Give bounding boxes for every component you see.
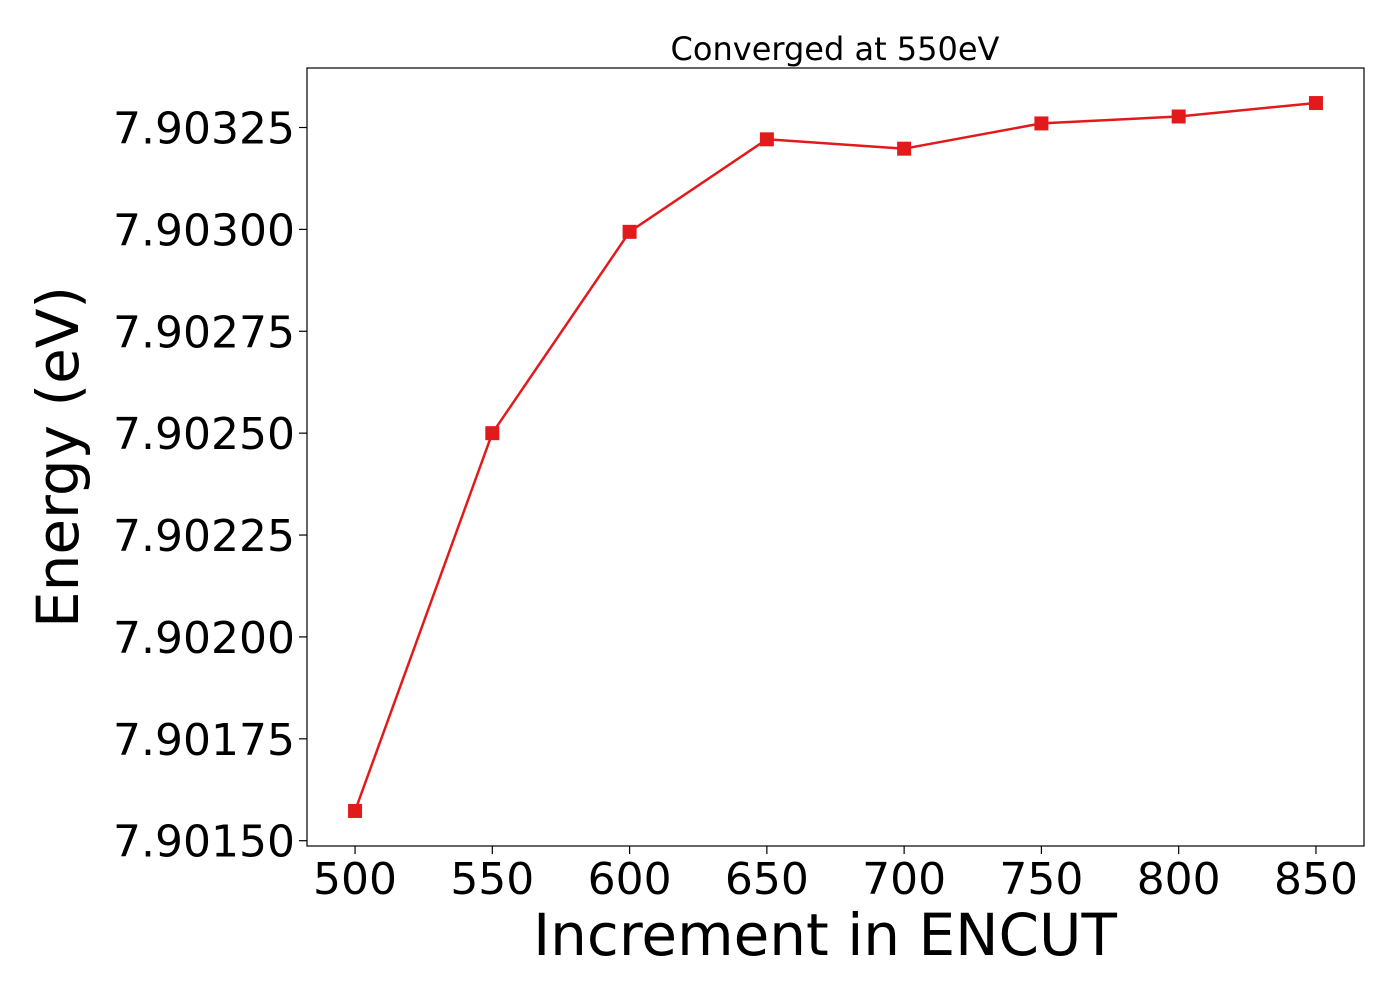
y-axis-label: Energy (eV): [24, 286, 92, 628]
data-point-marker: [897, 141, 912, 156]
series-line: [353, 101, 1317, 812]
x-tick-label: 650: [725, 854, 809, 905]
x-axis: 500 550 600 650 700 750 800 850: [313, 846, 1358, 905]
y-tick-label: 7.90200: [113, 613, 295, 664]
data-point-marker: [1034, 116, 1049, 131]
plot-series: [348, 96, 1323, 818]
x-tick-label: 800: [1137, 854, 1221, 905]
data-point-marker: [759, 132, 774, 147]
y-tick-label: 7.90225: [113, 511, 295, 562]
y-tick-label: 7.90325: [113, 104, 295, 155]
plot-area-frame: [306, 67, 1365, 847]
y-tick-label: 7.90300: [113, 205, 295, 256]
x-tick-label: 500: [313, 854, 397, 905]
y-tick-label: 7.90275: [113, 307, 295, 358]
x-axis-label: Increment in ENCUT: [533, 901, 1117, 969]
data-point-marker: [1308, 96, 1323, 111]
data-point-marker: [622, 224, 637, 239]
x-tick-label: 750: [999, 854, 1083, 905]
data-point-marker: [485, 426, 500, 441]
y-axis: 7.90150 7.90175 7.90200 7.90225 7.90250 7.902…: [113, 104, 307, 868]
y-tick-label: 7.90175: [113, 715, 295, 766]
x-tick-label: 700: [862, 854, 946, 905]
y-tick-label: 7.90150: [113, 817, 295, 868]
x-tick-label: 850: [1274, 854, 1358, 905]
data-point-marker: [1171, 109, 1186, 124]
data-point-marker: [348, 803, 363, 818]
chart-title: Converged at 550eV: [671, 30, 1000, 68]
x-tick-label: 600: [588, 854, 672, 905]
x-tick-label: 550: [450, 854, 534, 905]
y-tick-label: 7.90250: [113, 409, 295, 460]
